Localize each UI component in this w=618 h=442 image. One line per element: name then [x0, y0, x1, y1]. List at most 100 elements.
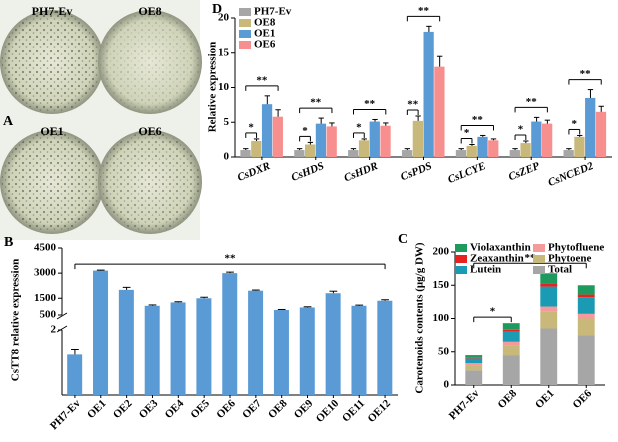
- legend-swatch: [533, 255, 545, 263]
- bar-segment: [577, 297, 595, 314]
- x-tick-label: OE11: [340, 397, 367, 424]
- x-tick-label: OE12: [365, 397, 393, 425]
- legend-label: Lutein: [470, 264, 501, 276]
- bar-segment: [540, 306, 558, 312]
- x-tick-label: OE8: [496, 387, 520, 411]
- legend-label: Phytoene: [548, 253, 592, 265]
- plate-label: OE8: [138, 4, 161, 18]
- bar-segment: [465, 355, 483, 358]
- plate-seeds: [100, 132, 200, 232]
- x-tick-label: OE2: [111, 397, 135, 421]
- bar-segment: [502, 331, 520, 342]
- bar: [315, 123, 327, 157]
- y-tick-label: 0: [224, 151, 230, 163]
- legend-swatch: [239, 19, 251, 27]
- significance-label: *: [518, 124, 524, 136]
- bar: [377, 300, 393, 395]
- legend-swatch: [533, 266, 545, 274]
- bar: [299, 307, 315, 395]
- significance-label: **: [472, 114, 484, 126]
- bar-segment: [540, 283, 558, 287]
- y-tick-label: 100: [433, 312, 450, 324]
- significance-label: *: [302, 125, 308, 137]
- bar-segment: [502, 355, 520, 385]
- plate-label: OE1: [40, 124, 63, 138]
- x-tick-label: PH7-Ev: [48, 397, 83, 432]
- bar: [273, 309, 289, 395]
- significance-label: **: [525, 252, 537, 264]
- plate-seeds: [100, 12, 200, 112]
- legend-swatch: [533, 244, 545, 252]
- bar-segment: [577, 318, 595, 336]
- bar-segment: [502, 329, 520, 332]
- significance-label: *: [490, 306, 496, 318]
- legend-swatch: [455, 244, 467, 252]
- x-tick-label: PH7-Ev: [447, 387, 482, 422]
- significance-label: **: [310, 97, 322, 109]
- bar-segment: [465, 370, 483, 385]
- bar: [251, 141, 262, 157]
- bar: [248, 290, 264, 395]
- y-tick-label: 1500: [34, 292, 57, 304]
- bar: [509, 150, 520, 157]
- x-tick-label: OE9: [292, 397, 316, 421]
- bar: [563, 150, 574, 157]
- significance-label: **: [526, 96, 538, 108]
- plate-seeds: [2, 132, 102, 232]
- bar: [272, 116, 283, 157]
- y-axis-label: Carotenoids contents (μg/g DW): [414, 242, 426, 394]
- bar-segment: [502, 323, 520, 330]
- bar-segment: [502, 341, 520, 346]
- y-tick-label: 2: [51, 324, 57, 336]
- bar: [118, 289, 134, 395]
- bar-segment: [540, 273, 558, 284]
- bar-segment: [540, 311, 558, 329]
- legend-swatch: [455, 255, 467, 263]
- bar: [520, 143, 531, 157]
- bar: [412, 120, 423, 157]
- bar-segment: [577, 285, 595, 295]
- x-tick-label: CsHDR: [342, 160, 379, 184]
- bar: [326, 126, 337, 157]
- bar: [351, 305, 367, 395]
- significance-label: *: [356, 121, 362, 133]
- x-tick-label: OE8: [266, 397, 290, 421]
- bar: [455, 150, 467, 157]
- legend-label: OE1: [254, 28, 275, 40]
- legend-label: Total: [548, 264, 572, 276]
- bar: [574, 136, 585, 157]
- y-tick-label: 15: [218, 46, 230, 58]
- bar-segment: [540, 328, 558, 385]
- y-tick-label: 200: [433, 246, 450, 258]
- bar: [261, 104, 273, 157]
- legend-swatch: [239, 8, 251, 16]
- axis-break: [56, 312, 68, 320]
- bar: [305, 144, 316, 157]
- bar: [93, 270, 109, 395]
- bar: [477, 136, 488, 157]
- y-tick-label: 150: [433, 279, 450, 291]
- panel-a: PH7-Ev OE8 OE1 OE6 A: [0, 0, 202, 240]
- significance-label: **: [418, 5, 430, 17]
- bar: [401, 150, 413, 157]
- y-tick-label: 500: [40, 309, 57, 321]
- significance-label: *: [248, 121, 254, 133]
- bar: [541, 123, 553, 157]
- bar: [294, 150, 305, 157]
- x-tick-label: OE10: [314, 397, 342, 425]
- legend-swatch: [239, 30, 251, 38]
- y-axis-label: CsTT8 relative expression: [10, 259, 22, 381]
- legend-swatch: [455, 266, 467, 274]
- significance-label: **: [364, 98, 376, 110]
- y-axis-label: Relative expression: [207, 42, 219, 133]
- bar-segment: [465, 365, 483, 371]
- y-tick-label: 50: [438, 345, 450, 357]
- significance-label: **: [256, 74, 268, 86]
- bar: [434, 66, 445, 157]
- legend-label: PH7-Ev: [254, 6, 292, 18]
- x-tick-label: CsNCED2: [546, 160, 595, 189]
- bar-segment: [502, 345, 520, 356]
- panel-label: D: [212, 2, 222, 17]
- y-tick-label: 5: [224, 116, 230, 128]
- panel-label: B: [4, 235, 13, 250]
